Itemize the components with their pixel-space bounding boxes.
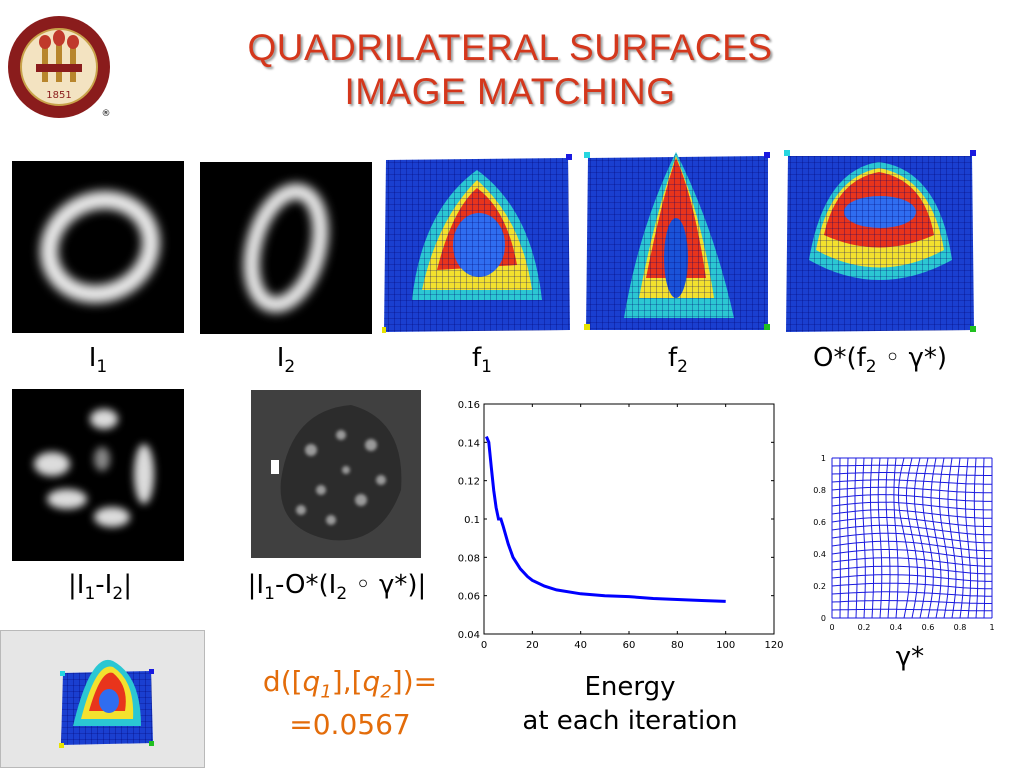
- y-tick-label: 0.06: [458, 592, 480, 603]
- chart-plot-area: [483, 403, 775, 635]
- energy-label-line-2: at each iteration: [522, 706, 738, 736]
- x-tick-label: 60: [623, 640, 636, 651]
- distance-value: =0.0567: [289, 707, 411, 741]
- x-tick-label: 120: [764, 640, 783, 651]
- x-tick-label: 0.6: [922, 623, 935, 632]
- seal-year: 1851: [46, 90, 71, 101]
- y-tick-label: 1: [821, 454, 826, 463]
- caption-i1: I1: [88, 343, 108, 378]
- x-tick-label: 100: [716, 640, 735, 651]
- y-tick-label: 0.6: [813, 518, 826, 527]
- y-tick-label: 0.04: [458, 630, 480, 641]
- energy-label: Energy at each iteration: [500, 670, 760, 738]
- energy-line-chart: 0 20 40 60 80 100 120 0.04 0.06 0.08 0.1 0.12 0.14 0.…: [458, 400, 784, 651]
- image-diff-i1-o: [251, 390, 421, 558]
- caption-f2: f2: [668, 343, 688, 378]
- caption-f1: f1: [472, 343, 492, 378]
- x-tick-label: 20: [526, 640, 539, 651]
- x-tick-label: 1: [989, 623, 994, 632]
- x-tick-label: 0.4: [890, 623, 903, 632]
- x-tick-label: 80: [671, 640, 684, 651]
- surface-o-f2-gamma: [784, 150, 976, 332]
- energy-label-line-1: Energy: [584, 672, 676, 702]
- grid-plot-area: [831, 457, 993, 619]
- x-tick-label: 0: [481, 640, 487, 651]
- slide-title: QUADRILATERAL SURFACES IMAGE MATCHING: [180, 26, 840, 114]
- energy-series-line: [485, 436, 726, 603]
- y-tick-label: 0.14: [458, 438, 480, 449]
- university-seal-logo: 1851 ®: [8, 16, 111, 119]
- title-line-2: IMAGE MATCHING: [344, 71, 676, 112]
- deformed-grid-mesh: [831, 457, 993, 619]
- caption-diff-i1-i2: |I1-I2|: [68, 570, 132, 605]
- distance-expression: d([q1],[q2])=: [262, 665, 438, 703]
- svg-text:®: ®: [102, 109, 111, 119]
- title-line-1: QUADRILATERAL SURFACES: [247, 27, 773, 68]
- caption-diff-i1-o: |I1-O*(I2 ◦ γ*)|: [247, 570, 427, 605]
- y-tick-label: 0.8: [813, 486, 826, 495]
- y-tick-label: 0.1: [464, 515, 480, 526]
- x-tick-label: 40: [574, 640, 587, 651]
- y-tick-label: 0.16: [458, 400, 480, 411]
- y-tick-label: 0: [821, 614, 826, 623]
- image-i1: [12, 161, 184, 333]
- x-tick-label: 0.2: [858, 623, 871, 632]
- distance-formula: d([q1],[q2])= =0.0567: [240, 666, 460, 741]
- image-diff-i1-i2: [12, 389, 184, 561]
- y-tick-label: 0.2: [813, 582, 826, 591]
- caption-o-f2-gamma: O*(f2 ◦ γ*): [813, 343, 947, 378]
- gamma-grid-plot: 0 0.2 0.4 0.6 0.8 1 0 0.2 0.4 0.6 0.8 1: [813, 454, 994, 632]
- caption-i2: I2: [276, 343, 296, 378]
- y-tick-label: 0.12: [458, 477, 480, 488]
- surface-f2: [584, 152, 770, 330]
- caption-gamma: γ*: [895, 642, 925, 672]
- y-tick-label: 0.4: [813, 550, 826, 559]
- thumbnail-surface: [0, 630, 205, 768]
- y-tick-label: 0.08: [458, 553, 480, 564]
- surface-f1: [382, 154, 572, 333]
- x-tick-label: 0.8: [954, 623, 967, 632]
- x-tick-label: 0: [829, 623, 834, 632]
- image-i2: [200, 162, 372, 334]
